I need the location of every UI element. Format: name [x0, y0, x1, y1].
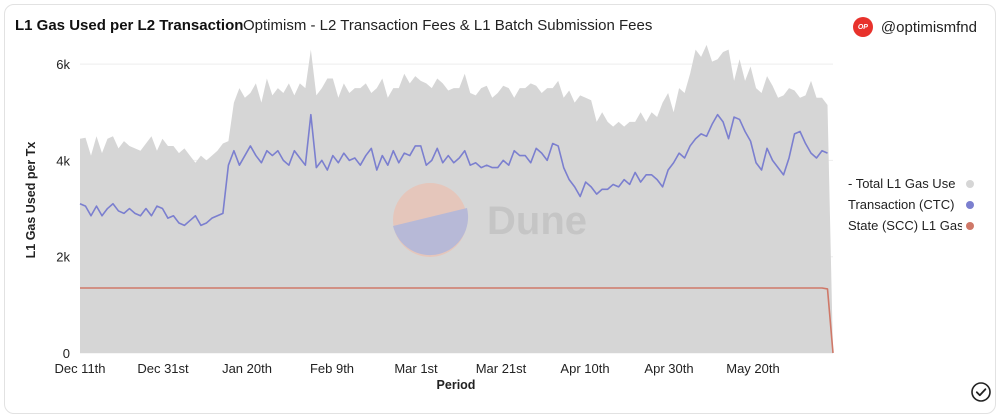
- legend-marker: [966, 222, 974, 230]
- watermark-text: Dune: [487, 199, 587, 243]
- legend-marker: [966, 180, 974, 188]
- check-circle-icon[interactable]: [970, 381, 992, 403]
- chart-subtitle: Optimism - L2 Transaction Fees & L1 Batc…: [243, 17, 653, 34]
- y-tick-label: 2k: [56, 250, 70, 265]
- brand-handle: @optimismfnd: [880, 18, 977, 36]
- watermark-circle-half: [393, 208, 469, 256]
- x-tick-label: Mar 21st: [476, 361, 527, 376]
- y-tick-label: 4k: [56, 153, 70, 168]
- dune-watermark: Dune: [393, 183, 587, 257]
- y-axis-title: L1 Gas Used per Tx: [24, 142, 38, 259]
- x-axis-title: Period: [437, 378, 476, 392]
- legend-label: Transaction (CTC): [848, 197, 954, 212]
- legend: - Total L1 Gas Use Transaction (CTC) State…: [848, 174, 974, 234]
- x-tick-label: Apr 30th: [644, 361, 693, 376]
- x-tick-label: Dec 31st: [137, 361, 189, 376]
- x-tick-label: Apr 10th: [560, 361, 609, 376]
- chart-header: L1 Gas Used per L2 Transaction Optimism …: [15, 13, 985, 41]
- x-tick-label: Mar 1st: [394, 361, 438, 376]
- y-tick-label: 0: [63, 346, 70, 361]
- legend-marker: [966, 201, 974, 209]
- y-tick-label: 6k: [56, 57, 70, 72]
- legend-label: - Total L1 Gas Use: [848, 176, 955, 191]
- x-tick-label: Jan 20th: [222, 361, 272, 376]
- series-line-1: [79, 113, 828, 227]
- brand-link[interactable]: OP @optimismfnd: [852, 15, 977, 39]
- legend-label: State (SCC) L1 Gas: [848, 218, 964, 233]
- series-line-2: [80, 287, 834, 354]
- optimism-logo-icon: OP: [852, 17, 873, 37]
- chart-title: L1 Gas Used per L2 Transaction: [15, 17, 244, 34]
- x-tick-label: May 20th: [726, 361, 779, 376]
- x-tick-label: Dec 11th: [54, 361, 105, 376]
- x-tick-label: Feb 9th: [310, 361, 354, 376]
